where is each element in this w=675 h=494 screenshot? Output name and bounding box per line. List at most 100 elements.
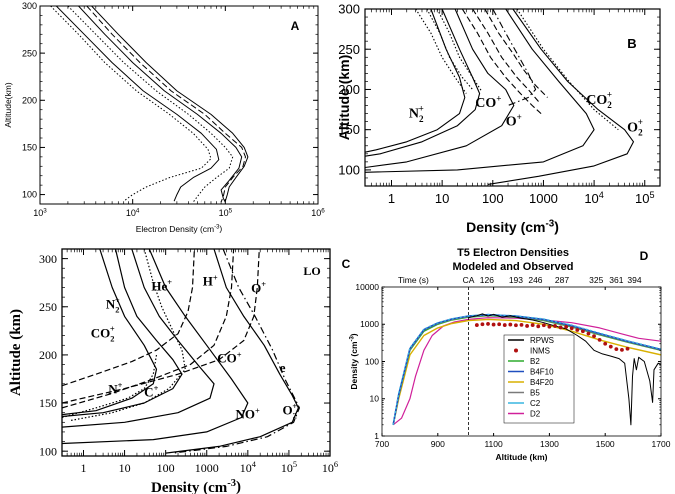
ion-superscript: + [517,112,522,122]
inms-point [569,326,574,331]
time-tick-label: 325 [589,275,603,285]
y-tick-label: 100 [338,162,360,177]
series-coplus [365,9,481,157]
ion-subscript: 2 [638,127,643,137]
superscript: 4 [136,207,140,214]
x-axis-label: Altitude (km) [496,452,548,462]
series-oplus [62,249,260,404]
inms-point [614,347,619,352]
ion-name: O [627,120,638,135]
y-tick-label: 150 [338,122,360,137]
series-dotted-4 [516,9,619,131]
y-tick-label: 200 [338,82,360,97]
time-tick-label: 193 [509,275,523,285]
x-tick-label: 10 [119,461,131,475]
ion-name: N [108,381,118,396]
ion-superscript: + [213,272,218,282]
label-oplus: O+ [251,279,266,295]
text-part: 10 [322,461,334,475]
ion-superscript: + [292,401,297,411]
series-profile-solid-1 [55,6,220,202]
series-group [365,9,635,185]
y-tick-label: 100 [39,444,57,458]
series-coplus [62,249,215,428]
inms-point [480,322,485,327]
time-tick-label: 394 [627,275,641,285]
text-part: Density (cm [466,219,545,235]
ion-subscript: 2 [115,305,119,315]
ion-subscript: 2 [293,411,297,421]
x-tick-label: 700 [375,439,389,449]
ion-superscript: + [167,277,172,287]
x-tick-label: 1 [80,461,86,475]
y-tick-label: 300 [39,252,57,266]
y-tick-label: 300 [338,2,360,17]
series-e [172,249,300,454]
inms-point [553,324,557,328]
label-o2plus: O2+ [627,117,643,138]
plot-frame [61,248,331,457]
inms-point [474,323,479,327]
inms-point [547,324,552,329]
inms-point [541,323,546,328]
label-n2plus: N2+ [409,103,424,124]
y-tick-label: 250 [338,42,360,57]
ion-name: O [283,403,293,418]
inms-point [530,323,535,327]
ion-superscript: + [607,90,612,100]
superscript: 5 [649,190,654,200]
series-n2plus [365,9,466,153]
text-part: 10 [33,208,43,218]
y-tick-label: 100 [365,356,379,366]
y-tick-label: 10 [370,394,380,404]
y-tick-label: 250 [39,300,57,314]
ion-name: CO [586,93,607,108]
series-oplus [365,9,515,169]
series-profile-solid-3 [91,6,249,202]
text-part: Density (cm [349,341,359,390]
time-tick-label: 361 [609,275,623,285]
panel-label: LO [303,264,320,278]
series-profile-dotted-2 [67,6,234,203]
x-tick-label: 103 [33,207,47,218]
y-tick-label: 150 [22,143,37,153]
inms-point [597,338,602,342]
y-tick-label: 200 [22,95,37,105]
text-part: 10 [240,461,252,475]
inms-point [491,322,496,327]
ion-subscript: 2 [419,114,424,124]
legend-label: D2 [530,410,541,419]
x-axis-label: Electron Density (cm-3) [136,224,223,234]
label-noplus: NO+ [235,405,260,421]
inms-point [592,334,596,339]
series-heplus [62,249,195,387]
inms-point [564,324,569,329]
time-tick-label: 287 [555,275,569,285]
inms-point [486,322,490,326]
chart-title-line-2: Modeled and Observed [452,261,573,273]
series-noplus [62,249,249,445]
series-co2plus [62,249,183,418]
inms-point [580,329,585,334]
ion-name: C [144,384,153,399]
legend-label: C2 [530,399,541,408]
superscript: -3 [214,225,220,231]
chart-title-line-1: T5 Electron Densities [457,247,569,259]
x-tick-label: 105 [281,460,297,475]
label-nplus: N+ [108,380,122,396]
label-hplus: H+ [203,272,218,288]
ion-subscript: 2 [607,100,612,110]
series-dashdot-1 [492,9,537,107]
text-part: Electron Density (cm [136,224,214,234]
label-oplus: O+ [506,112,522,130]
series-cplus [70,249,186,421]
label-co2plus: CO2+ [586,90,612,111]
y-tick-label: 200 [39,348,57,362]
x-tick-label: 1000 [195,461,219,475]
series-profile-dotted-1 [50,6,212,202]
plot-frame [364,8,661,187]
x-tick-label: 1100 [484,439,503,449]
superscript: -3 [545,218,554,229]
legend-label: B2 [530,357,540,366]
inms-point [625,346,630,351]
